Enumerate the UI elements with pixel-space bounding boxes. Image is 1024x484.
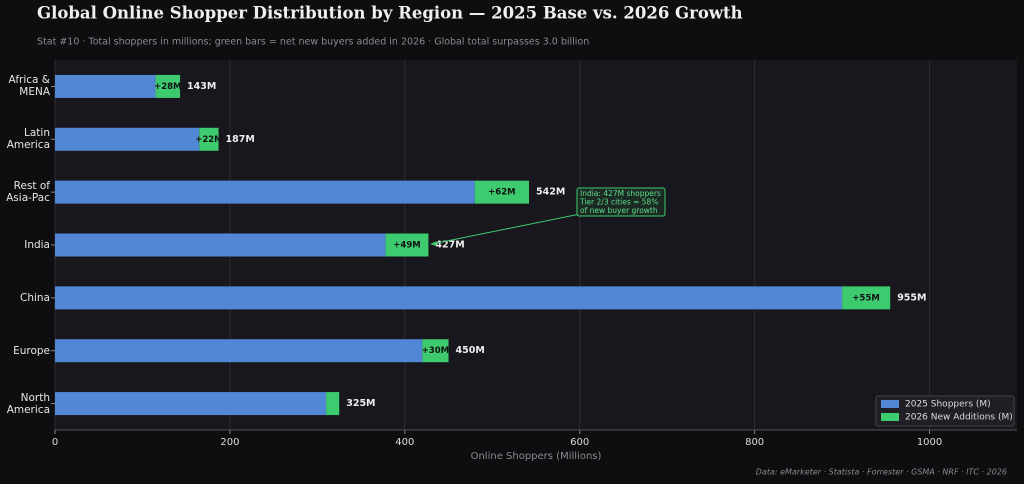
total-label: 955M (897, 292, 926, 303)
y-tick-label: Europe (13, 344, 50, 357)
annotation-text: Tier 2/3 cities = 58% (579, 198, 658, 207)
legend-swatch (881, 413, 899, 421)
y-tick-label: China (20, 291, 50, 304)
segment-label: +62M (488, 188, 515, 198)
x-tick-label: 400 (395, 437, 414, 448)
total-label: 325M (346, 398, 375, 409)
bar-segment (422, 339, 449, 363)
total-label: 143M (187, 81, 216, 92)
chart-subtitle: Stat #10 · Total shoppers in millions; g… (37, 37, 589, 48)
total-label: 542M (536, 187, 565, 198)
y-tick-label: India (24, 239, 50, 251)
annotation-arrowhead (430, 241, 437, 246)
bar-segment (55, 127, 200, 151)
legend-swatch (881, 400, 899, 408)
bar-segment (155, 74, 181, 98)
bar-segment (55, 74, 156, 98)
x-tick-label: 0 (52, 437, 58, 448)
segment-label: +55M (852, 293, 879, 303)
annotation-text: of new buyer growth (580, 206, 658, 215)
y-tick-label: Latin America (6, 127, 50, 152)
total-label: 187M (226, 134, 255, 145)
legend-box (875, 395, 1015, 427)
x-axis-label: Online Shoppers (Millions) (471, 451, 602, 462)
bar-segment (474, 180, 530, 204)
bar-segment (55, 339, 423, 363)
y-tick-label: Africa & MENA (8, 74, 50, 99)
x-tick-label: 600 (570, 437, 589, 448)
y-tick-label: North America (6, 391, 50, 416)
legend-label: 2025 Shoppers (M) (905, 400, 991, 410)
bar-segment (55, 286, 843, 310)
bar-segment (55, 233, 386, 257)
bar-segment (55, 180, 475, 204)
annotation-arrow (431, 213, 581, 245)
bar-segment (385, 233, 429, 257)
annotation-text: India: 427M shoppers (580, 189, 661, 198)
legend-label: 2026 New Additions (M) (905, 413, 1013, 423)
source-note: Data: eMarketer · Statista · Forrester ·… (756, 468, 1007, 477)
x-tick-label: 800 (745, 437, 764, 448)
bar-segment (55, 392, 327, 416)
bar-segment (199, 127, 219, 151)
segment-label: +28M (154, 82, 181, 92)
x-tick-label: 1000 (917, 437, 942, 448)
chart-title: Global Online Shopper Distribution by Re… (37, 4, 743, 23)
segment-label: +30M (422, 346, 449, 356)
y-tick-label: Rest of Asia-Pac (6, 180, 50, 205)
bar-segment (326, 392, 340, 416)
annotation-box (576, 187, 666, 217)
total-label: 427M (435, 240, 464, 251)
bar-segment (842, 286, 891, 310)
x-tick-label: 200 (220, 437, 239, 448)
legend: 2025 Shoppers (M) 2026 New Additions (M) (875, 395, 1015, 427)
segment-label: +22M (195, 135, 222, 145)
total-label: 450M (456, 345, 485, 356)
segment-label: +49M (393, 241, 420, 251)
